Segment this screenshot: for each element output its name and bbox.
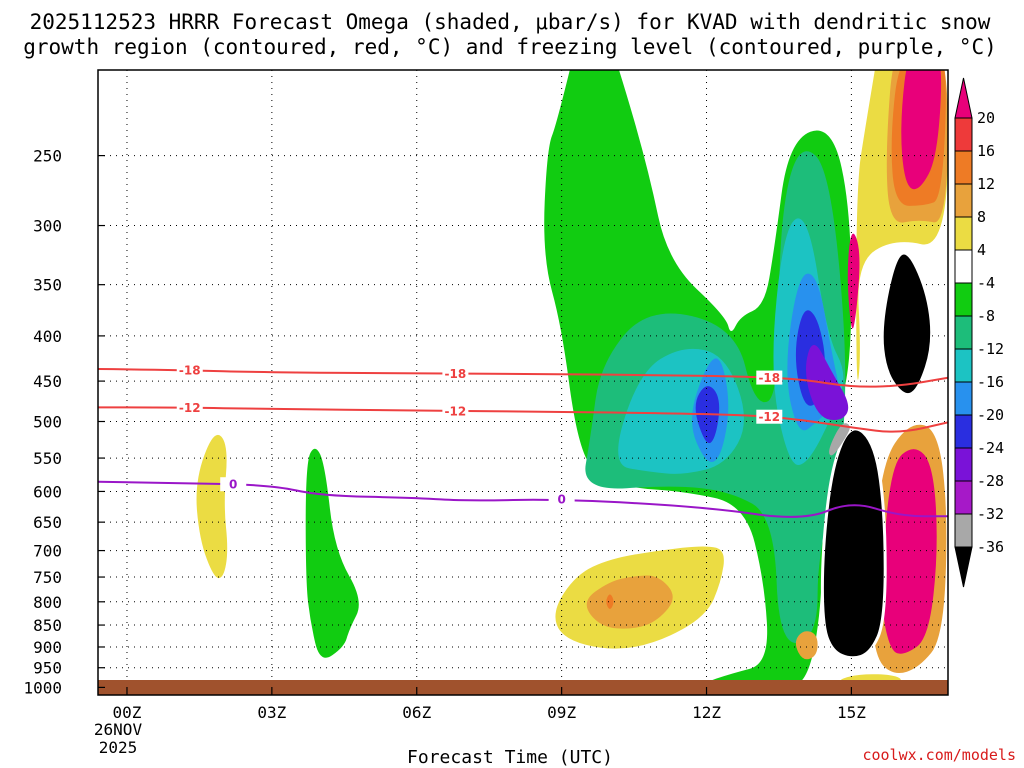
y-tick-label-700: 700 (33, 542, 62, 561)
contour-label-0: 0 (557, 493, 565, 507)
colorbar-tick-label: -36 (977, 538, 1004, 556)
contour-label--18: -18 (179, 364, 201, 378)
y-tick-label-850: 850 (33, 616, 62, 635)
x-tick-label-2: 06Z (402, 703, 431, 722)
contour-label--12: -12 (758, 410, 780, 424)
x-tick-label-3: 09Z (547, 703, 576, 722)
y-tick-label-750: 750 (33, 568, 62, 587)
colorbar-tick-label: -8 (977, 307, 995, 325)
x-tick-label-5: 15Z (837, 703, 866, 722)
contour-label-bg (548, 492, 575, 507)
omega-region-22 (795, 631, 818, 660)
x-axis-title: Forecast Time (UTC) (407, 747, 613, 768)
x-axis-ticks: 00Z 03Z 06Z 09Z 12Z 15Z (113, 687, 866, 722)
omega-region-17 (901, 70, 942, 190)
y-tick-label-400: 400 (33, 327, 62, 346)
contour-label--12: -12 (445, 404, 467, 418)
colorbar-bin-11 (954, 447, 973, 482)
colorbar-tick-label: -16 (977, 373, 1004, 391)
contour-line--18 (98, 368, 948, 388)
colorbar-bin-5 (954, 249, 973, 284)
colorbar-bin-7 (954, 315, 973, 350)
omega-region-20 (882, 449, 937, 654)
contour-line--12 (98, 406, 948, 433)
x-tick-label-4: 12Z (692, 703, 721, 722)
x-tick-label-0: 00Z (113, 703, 142, 722)
colorbar-bin-8 (954, 348, 973, 383)
colorbar-tick-label: -32 (977, 505, 1004, 523)
colorbar-tick-label: 8 (977, 208, 986, 226)
colorbar-bin-10 (954, 414, 973, 449)
colorbar-tick-label: 16 (977, 142, 995, 160)
colorbar: 20 16 12 8 4 -4 -8 -12 -16 -20 -24 -28 -32 -36 (954, 77, 1004, 588)
y-tick-label-250: 250 (33, 147, 62, 166)
x-date-year: 2025 (99, 738, 138, 757)
y-tick-label-550: 550 (33, 449, 62, 468)
colorbar-bin-2 (954, 150, 973, 185)
y-tick-label-450: 450 (33, 372, 62, 391)
omega-region-3 (586, 575, 673, 629)
omega-region-0 (196, 434, 228, 579)
temperature-contours: -18 -18 -18 -12 -12 -12 0 0 (98, 363, 948, 518)
colorbar-bottom-triangle (954, 546, 973, 588)
y-tick-label-500: 500 (33, 413, 62, 432)
colorbar-top-triangle (954, 77, 973, 119)
contour-label-bg (442, 403, 469, 418)
colorbar-bin-3 (954, 183, 973, 218)
x-tick-label-1: 03Z (257, 703, 286, 722)
contour-label-bg (756, 370, 783, 385)
x-date-day: 26NOV (94, 720, 143, 739)
y-tick-label-650: 650 (33, 513, 62, 532)
colorbar-tick-label: -24 (977, 439, 1004, 457)
colorbar-bin-6 (954, 282, 973, 317)
contour-label-bg (442, 366, 469, 381)
omega-region-18 (847, 233, 860, 329)
colorbar-tick-label: -20 (977, 406, 1004, 424)
colorbar-tick-label: -12 (977, 340, 1004, 358)
chart-title-line2: growth region (contoured, red, °C) and f… (23, 35, 997, 59)
colorbar-tick-label: 20 (977, 109, 995, 127)
colorbar-tick-label: -28 (977, 472, 1004, 490)
contour-line-0 (98, 480, 948, 518)
contour-label-0: 0 (229, 478, 237, 492)
y-tick-label-350: 350 (33, 276, 62, 295)
contour-label--12: -12 (179, 401, 201, 415)
chart-title-line1: 2025112523 HRRR Forecast Omega (shaded, … (30, 10, 991, 34)
omega-region-24 (880, 251, 934, 397)
colorbar-bin-1 (954, 117, 973, 152)
surface-ground-bar (98, 680, 948, 695)
contour-label--18: -18 (758, 371, 780, 385)
colorbar-bin-13 (954, 513, 973, 548)
omega-region-1 (305, 448, 359, 658)
colorbar-tick-label: -4 (977, 274, 995, 292)
colorbar-bin-12 (954, 480, 973, 515)
y-tick-label-900: 900 (33, 638, 62, 657)
contour-label--18: -18 (445, 367, 467, 381)
credit-text: coolwx.com/models (862, 746, 1016, 764)
colorbar-bin-4 (954, 216, 973, 251)
contour-label-bg (176, 363, 203, 378)
colorbar-bin-9 (954, 381, 973, 416)
omega-region-25 (829, 423, 850, 456)
contour-label-bg (220, 477, 247, 492)
shaded-omega-regions (196, 70, 948, 688)
plot-frame (97, 69, 949, 696)
colorbar-tick-label: 4 (977, 241, 986, 259)
omega-region-4 (606, 594, 614, 609)
y-tick-label-800: 800 (33, 593, 62, 612)
y-axis-ticks: 250 300 350 400 450 500 550 600 650 700 750 800 850 9… (23, 147, 105, 697)
contour-label-bg (176, 400, 203, 415)
y-tick-label-300: 300 (33, 217, 62, 236)
contour-label-bg (756, 409, 783, 424)
y-tick-label-1000: 1000 (23, 678, 62, 697)
colorbar-tick-label: 12 (977, 175, 995, 193)
y-tick-label-950: 950 (33, 659, 62, 678)
y-tick-label-600: 600 (33, 482, 62, 501)
